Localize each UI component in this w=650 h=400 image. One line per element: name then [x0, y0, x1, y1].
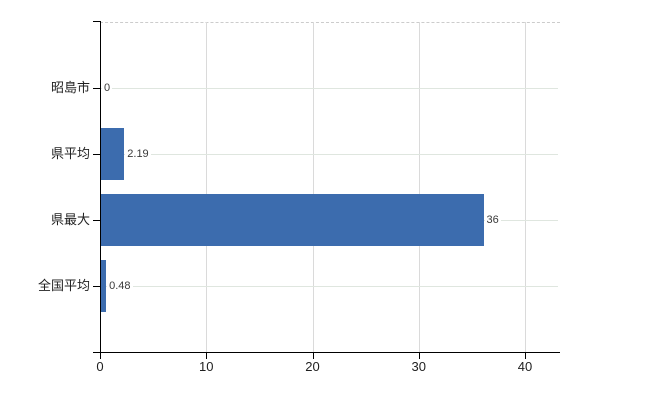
horizontal-gridline	[100, 87, 558, 89]
y-axis-tick	[93, 154, 100, 155]
vertical-gridline	[525, 22, 526, 352]
x-tick-label: 20	[305, 359, 320, 374]
x-axis-tick	[206, 353, 208, 359]
x-tick-label: 40	[517, 359, 533, 374]
horizontal-gridline	[100, 285, 558, 287]
bar-value-label: 0	[102, 81, 113, 95]
category-label: 県平均	[50, 146, 90, 161]
bar-value-label: 36	[484, 213, 501, 227]
y-axis-line	[100, 21, 101, 352]
bar-3	[101, 194, 484, 246]
x-axis-tick	[312, 353, 314, 359]
category-label: 昭島市	[50, 80, 90, 95]
y-axis-tick	[93, 220, 100, 221]
y-axis-top-tick	[93, 21, 100, 22]
x-axis-line	[93, 352, 560, 353]
x-axis-tick	[418, 353, 420, 359]
category-label: 全国平均	[37, 278, 90, 293]
y-axis-tick	[93, 286, 100, 287]
plot-top-border	[100, 22, 560, 23]
horizontal-gridline	[100, 153, 558, 155]
vertical-gridline	[312, 22, 314, 352]
x-tick-label: 0	[96, 359, 104, 374]
x-tick-label: 30	[411, 359, 426, 374]
bar-value-label: 2.19	[125, 147, 151, 161]
x-axis-tick	[525, 353, 526, 359]
vertical-gridline	[418, 22, 420, 352]
x-axis-tick	[100, 353, 101, 359]
plot-area: 0 2.19 36 0.48	[100, 22, 559, 352]
bar-2	[101, 128, 125, 180]
y-axis-tick	[93, 88, 100, 89]
x-tick-label: 10	[199, 359, 214, 374]
bar-4	[101, 260, 107, 312]
vertical-gridline	[206, 22, 208, 352]
bar-value-label: 0.48	[107, 279, 133, 293]
category-label: 県最大	[50, 212, 90, 227]
